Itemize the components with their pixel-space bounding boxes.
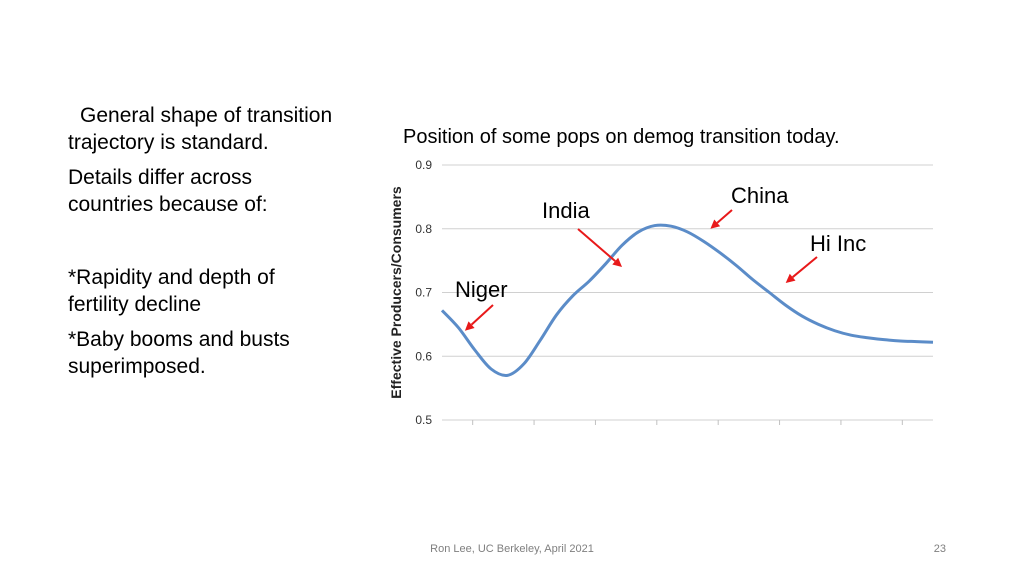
paragraph-details-differ: Details differ across countries because … [68,166,268,216]
y-tick-label: 0.8 [415,222,432,236]
annotation-arrow [716,209,733,224]
annotation-arrow [470,304,494,326]
y-tick-label: 0.9 [415,158,432,172]
annotation-label: India [542,198,590,223]
annotation-label: Niger [455,277,508,302]
y-tick-label: 0.7 [415,286,432,300]
annotation-arrowhead [612,257,623,267]
paragraph-general-shape: General shape of transition trajectory i… [68,104,333,154]
bullet-text-block: General shape of transition trajectory i… [68,102,338,380]
chart-title: Position of some pops on demog transitio… [403,126,840,148]
y-tick-label: 0.6 [415,349,432,363]
series-line [440,223,934,378]
slide-footer: Ron Lee, UC Berkeley, April 2021 [430,543,594,555]
paragraph-baby-booms: *Baby booms and busts superimposed. [68,328,290,378]
annotation-arrowhead [464,321,475,331]
annotation-arrow [577,228,616,262]
paragraph-fertility-decline: *Rapidity and depth of fertility decline [68,266,275,316]
line-chart: 0.5 0.6 0.7 0.8 0.9 Effective Producers/Consu… [388,158,934,427]
y-tick-label: 0.5 [415,413,432,427]
annotation-arrow [791,256,818,278]
y-axis-label: Effective Producers/Consumers [388,186,404,399]
annotation-label: China [731,183,789,208]
page-number: 23 [933,543,946,555]
annotation-label: Hi Inc [810,231,866,256]
annotation-arrowhead [710,219,721,229]
annotation-arrowhead [785,273,796,283]
